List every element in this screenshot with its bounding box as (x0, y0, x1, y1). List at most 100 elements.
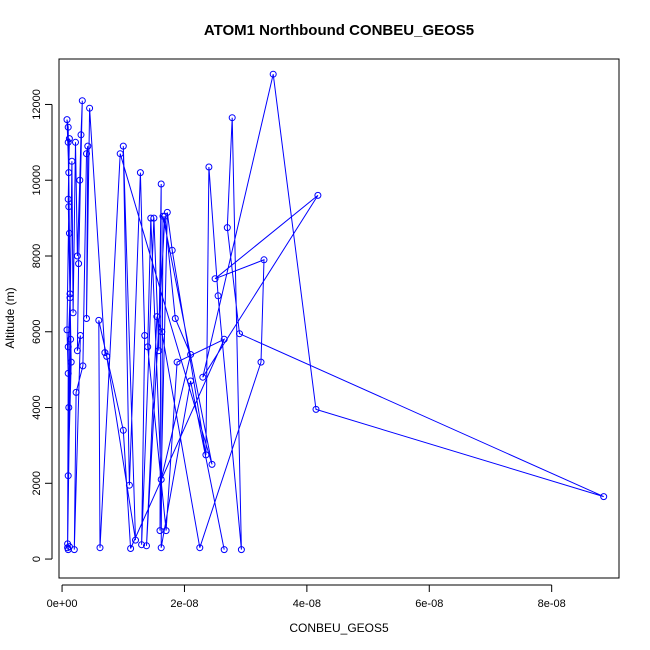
data-point (173, 358, 181, 366)
plot-frame (58, 58, 620, 579)
data-point (125, 481, 133, 489)
data-point (127, 545, 135, 552)
data-point (75, 260, 83, 268)
data-point (223, 224, 231, 232)
y-tick-label: 10000 (31, 165, 43, 196)
data-point (136, 169, 144, 177)
data-point (228, 114, 236, 122)
data-point (64, 472, 72, 480)
data-point (69, 309, 77, 317)
data-point (83, 315, 90, 322)
data-point (64, 123, 72, 131)
data-point (63, 326, 71, 334)
data-point (214, 292, 222, 300)
x-tick-label: 0e+00 (47, 598, 78, 610)
data-point (155, 347, 163, 355)
x-tick-label: 2e-08 (170, 598, 198, 610)
data-point (257, 358, 265, 366)
data-point (64, 195, 72, 203)
data-point (96, 544, 104, 552)
data-point (161, 212, 169, 220)
data-point (64, 138, 72, 146)
x-tick-label: 4e-08 (293, 598, 321, 610)
data-point (64, 369, 72, 377)
data-point (143, 542, 150, 550)
data-point (237, 546, 245, 554)
data-point (79, 362, 87, 370)
data-point (67, 358, 75, 366)
data-point (65, 229, 73, 237)
data-point (199, 373, 207, 381)
x-tick-label: 6e-08 (415, 598, 443, 610)
y-tick-label: 12000 (31, 89, 43, 120)
data-point (66, 294, 74, 302)
data-point (141, 332, 149, 339)
data-point (187, 377, 195, 385)
data-point (70, 546, 78, 554)
data-point (103, 352, 111, 360)
data-point (162, 527, 170, 535)
y-axis-label: Altitude (m) (3, 287, 17, 348)
data-point (187, 351, 195, 358)
data-point (77, 131, 85, 139)
data-point (208, 460, 216, 468)
y-tick-label: 8000 (31, 244, 43, 268)
data-point (600, 493, 608, 501)
y-tick-label: 4000 (31, 395, 43, 419)
data-point (150, 214, 158, 222)
data-point (202, 451, 210, 459)
data-point (196, 544, 204, 552)
data-point (73, 252, 81, 260)
data-point (65, 169, 73, 177)
data-point (163, 208, 171, 216)
data-point (147, 214, 155, 222)
data-point (220, 546, 228, 554)
data-point (269, 70, 277, 78)
x-axis-label: CONBEU_GEOS5 (289, 621, 389, 635)
data-point (66, 290, 74, 298)
series-group (63, 70, 608, 554)
data-point (171, 315, 179, 322)
series-line (66, 74, 604, 550)
data-point (157, 476, 165, 483)
chart-title: ATOM1 Northbound CONBEU_GEOS5 (204, 22, 474, 39)
data-point (157, 180, 165, 188)
data-point (157, 544, 165, 552)
data-point (67, 335, 75, 343)
data-point (159, 212, 167, 220)
data-point (83, 150, 90, 158)
data-point (153, 313, 161, 321)
data-point (86, 104, 94, 112)
y-axis: 0 2000 4000 6000 8000 10000 12000 (31, 89, 53, 562)
data-point (78, 97, 86, 105)
data-point (76, 332, 84, 339)
data-point (64, 540, 72, 548)
y-tick-label: 2000 (31, 471, 43, 495)
x-tick-label: 8e-08 (538, 598, 566, 610)
data-point (65, 404, 73, 411)
data-point (312, 405, 320, 413)
data-point (68, 157, 76, 165)
data-point (64, 544, 72, 552)
data-point (205, 163, 213, 171)
data-point (63, 116, 71, 124)
data-point (65, 203, 73, 211)
data-point (116, 150, 124, 158)
data-point (158, 328, 166, 336)
y-tick-label: 6000 (31, 320, 43, 344)
data-point (101, 349, 109, 357)
data-point (76, 176, 84, 184)
data-point (65, 135, 73, 143)
x-axis: 0e+00 2e-08 4e-08 6e-08 8e-08 (47, 584, 566, 610)
data-point (236, 330, 243, 338)
data-point (119, 142, 127, 150)
data-point (138, 541, 146, 549)
data-point (119, 426, 127, 434)
data-point (64, 343, 72, 351)
data-point (144, 343, 152, 351)
data-point (72, 138, 79, 146)
data-point (220, 335, 228, 343)
data-point (211, 275, 219, 283)
data-point (84, 142, 92, 150)
